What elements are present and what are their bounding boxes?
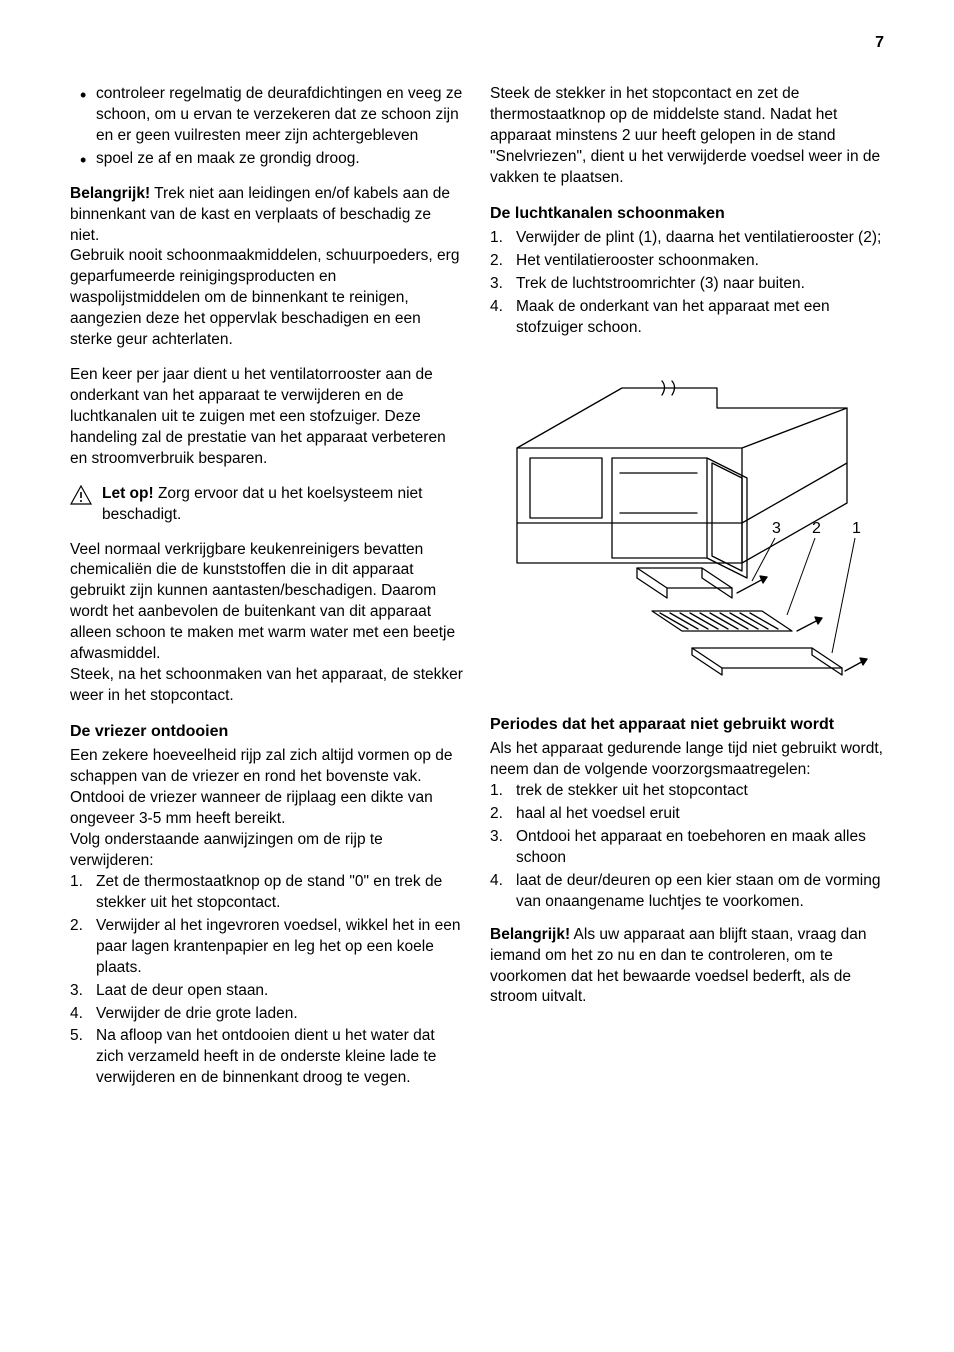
body-paragraph: Steek de stekker in het stopcontact en z… [490,84,884,189]
right-column: Steek de stekker in het stopcontact en z… [490,84,884,1101]
list-item: Maak de onderkant van het apparaat met e… [490,297,884,339]
important-text: Trek niet aan leidingen en/of kabels aan… [70,185,459,348]
list-item: Verwijder al het ingevroren voedsel, wik… [70,916,464,979]
figure-label-2: 2 [812,520,821,537]
list-item: Het ventilatierooster schoonmaken. [490,251,884,272]
section-heading: De luchtkanalen schoonmaken [490,203,884,225]
body-paragraph: Een keer per jaar dient u het ventilator… [70,365,464,470]
body-paragraph: Een zekere hoeveelheid rijp zal zich alt… [70,746,464,788]
caution-block: Let op! Zorg ervoor dat u het koelsystee… [70,484,464,526]
body-paragraph: Ontdooi de vriezer wanneer de rijplaag e… [70,788,464,830]
figure-label-3: 3 [772,520,781,537]
list-item: haal al het voedsel eruit [490,804,884,825]
list-item: Ontdooi het apparaat en toebehoren en ma… [490,827,884,869]
body-paragraph: Volg onderstaande aanwijzingen om de rij… [70,830,464,872]
section-heading: Periodes dat het apparaat niet gebruikt … [490,714,884,736]
page-number: 7 [875,32,884,54]
list-item: Laat de deur open staan. [70,981,464,1002]
warning-icon [70,485,92,512]
numbered-list: trek de stekker uit het stopcontact haal… [490,781,884,913]
list-item: trek de stekker uit het stopcontact [490,781,884,802]
body-paragraph: Veel normaal verkrijgbare keukenreiniger… [70,540,464,666]
important-paragraph: Belangrijk! Als uw apparaat aan blijft s… [490,925,884,1009]
body-paragraph: Steek, na het schoonmaken van het appara… [70,665,464,707]
list-item: controleer regelmatig de deurafdichtinge… [70,84,464,147]
list-item: laat de deur/deuren op een kier staan om… [490,871,884,913]
list-item: spoel ze af en maak ze grondig droog. [70,149,464,170]
section-heading: De vriezer ontdooien [70,721,464,743]
two-column-layout: controleer regelmatig de deurafdichtinge… [70,84,884,1101]
list-item: Verwijder de drie grote laden. [70,1004,464,1025]
list-item: Zet de thermostaatknop op de stand "0" e… [70,872,464,914]
figure-label-1: 1 [852,520,861,537]
left-column: controleer regelmatig de deurafdichtinge… [70,84,464,1101]
caution-label: Let op! [102,485,154,502]
important-paragraph: Belangrijk! Trek niet aan leidingen en/o… [70,184,464,351]
important-label: Belangrijk! [490,926,570,943]
numbered-list: Zet de thermostaatknop op de stand "0" e… [70,872,464,1089]
appliance-diagram: 3 2 1 [490,363,884,690]
bullet-list-top: controleer regelmatig de deurafdichtinge… [70,84,464,170]
numbered-list: Verwijder de plint (1), daarna het venti… [490,228,884,339]
body-paragraph: Als het apparaat gedurende lange tijd ni… [490,739,884,781]
list-item: Verwijder de plint (1), daarna het venti… [490,228,884,249]
caution-text-wrap: Let op! Zorg ervoor dat u het koelsystee… [102,484,464,526]
list-item: Trek de luchtstroomrichter (3) naar buit… [490,274,884,295]
list-item: Na afloop van het ontdooien dient u het … [70,1026,464,1089]
important-label: Belangrijk! [70,185,150,202]
